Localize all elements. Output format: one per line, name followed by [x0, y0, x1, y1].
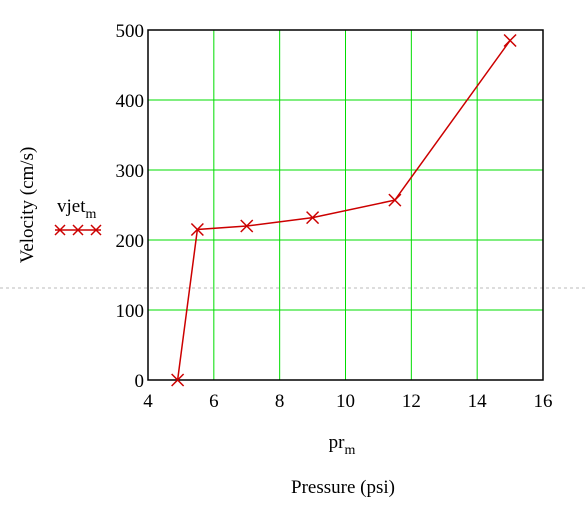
x-tick-label: 12 [402, 391, 421, 412]
x-axis-title: Pressure (psi) [291, 477, 395, 498]
plot-frame [147, 29, 544, 381]
data-point-marker [171, 373, 185, 387]
y-tick-label: 200 [116, 231, 145, 252]
x-tick-labels: 4 6 8 10 12 14 16 [143, 391, 552, 412]
x-tick-label: 6 [209, 391, 219, 412]
data-point-marker [306, 211, 320, 225]
y-axis-label: Velocity (cm/s) [17, 147, 38, 264]
x-tick-label: 14 [468, 391, 488, 412]
x-tick-label: 4 [143, 391, 153, 412]
legend-marker [90, 224, 102, 236]
x-tick-label: 10 [336, 391, 355, 412]
y-tick-label: 400 [116, 91, 145, 112]
data-point-marker [190, 222, 204, 237]
y-tick-label: 300 [116, 161, 145, 182]
x-tick-label: 8 [275, 391, 285, 412]
legend-swatch [54, 224, 102, 236]
legend: vjetm [54, 196, 102, 236]
x-axis-variable: prm [329, 432, 356, 458]
legend-label: vjetm [57, 196, 97, 222]
legend-marker [54, 224, 66, 236]
legend-marker [72, 224, 84, 236]
y-tick-label: 0 [135, 371, 145, 392]
y-tick-label: 500 [116, 21, 145, 42]
y-tick-labels: 0 100 200 300 400 500 [116, 21, 145, 392]
series-line [176, 40, 511, 381]
x-tick-label: 16 [534, 391, 553, 412]
grid [148, 30, 543, 380]
data-point-marker [503, 33, 517, 48]
data-point-marker [240, 219, 254, 233]
y-tick-label: 100 [116, 301, 145, 322]
series [171, 33, 517, 387]
data-point-marker [388, 193, 402, 207]
plot-border [147, 29, 544, 381]
